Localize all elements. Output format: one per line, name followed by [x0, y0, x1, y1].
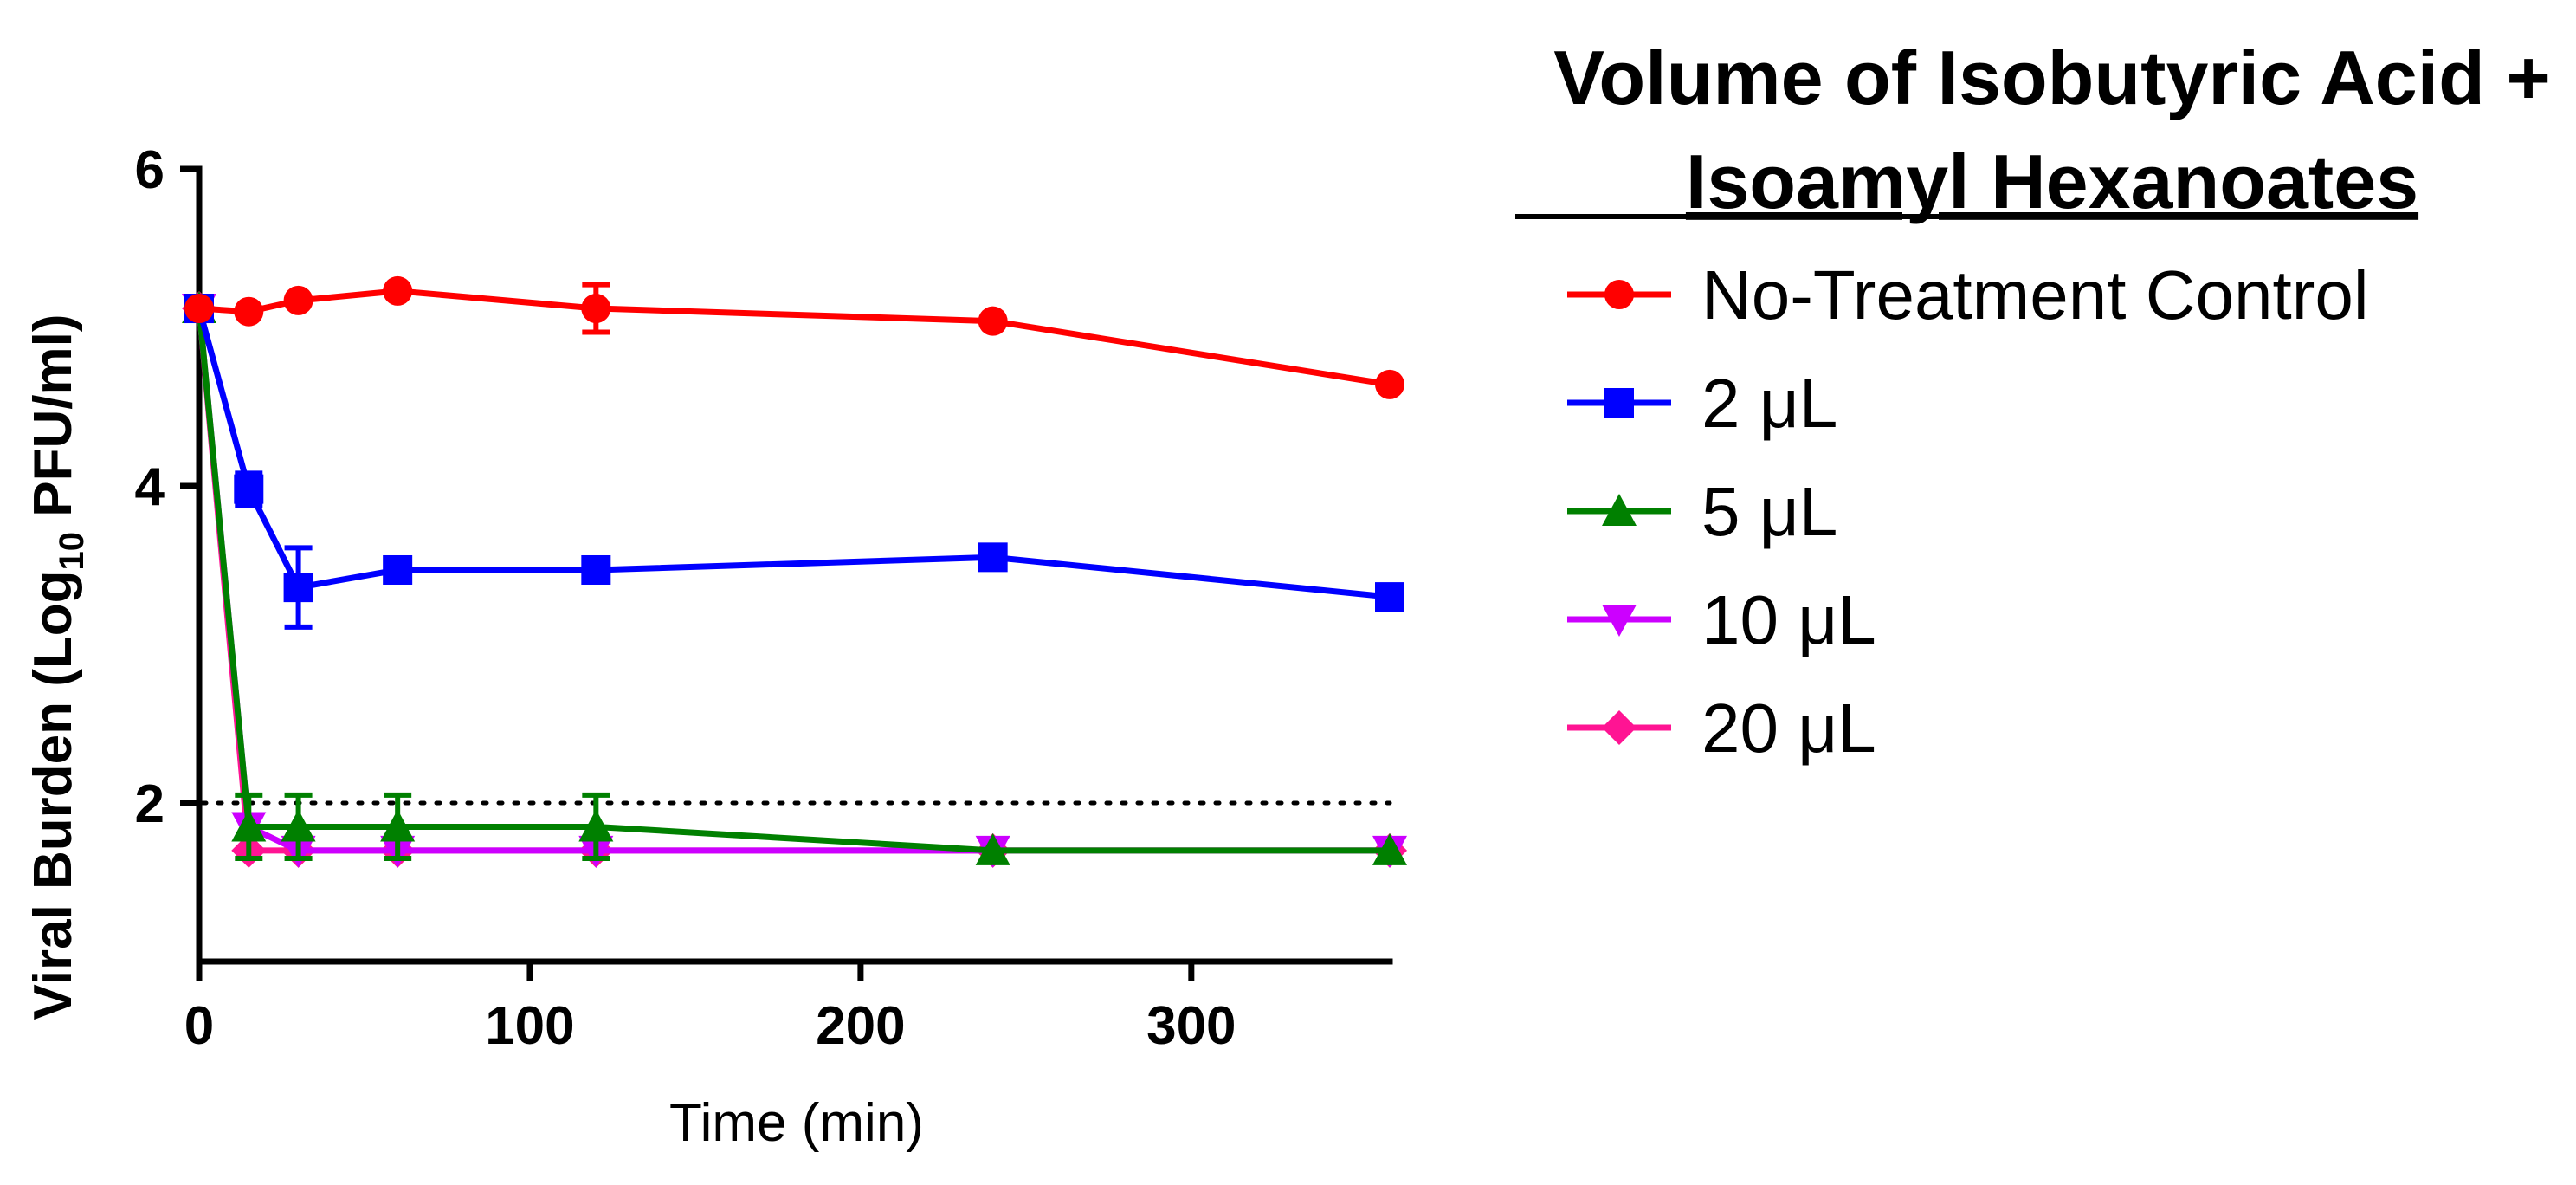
x-axis-title: Time (min)	[669, 1093, 924, 1153]
x-tick-label: 100	[485, 996, 574, 1056]
data-point	[281, 809, 316, 842]
legend-title-line1: Volume of Isobutyric Acid +	[1553, 35, 2551, 120]
legend-swatch-marker	[1602, 710, 1637, 745]
legend: Volume of Isobutyric Acid + Isoamyl Hexa…	[1515, 35, 2551, 767]
legend-swatch-marker	[1602, 494, 1637, 526]
data-point	[1375, 369, 1404, 399]
y-tick-label: 6	[135, 140, 165, 200]
data-point	[231, 809, 267, 842]
y-tick-label: 4	[135, 457, 165, 517]
data-point	[978, 542, 1008, 573]
data-point	[234, 474, 264, 504]
series-layer	[182, 275, 1407, 868]
legend-label: 10 μL	[1701, 581, 1876, 658]
data-point	[383, 554, 413, 585]
series-1	[184, 294, 1404, 630]
x-tick-label: 300	[1146, 996, 1236, 1056]
axes: 0 100 200 300 2 4 6	[135, 140, 1393, 1056]
legend-title-line2: Isoamyl Hexanoates	[1686, 139, 2418, 224]
y-ticks: 2 4 6	[135, 140, 199, 834]
series-line	[196, 308, 1391, 600]
legend-label: 2 μL	[1701, 365, 1837, 442]
legend-swatch-marker	[1604, 388, 1634, 418]
data-point	[978, 306, 1008, 336]
y-tick-label: 2	[135, 774, 165, 834]
y-axis-title-subscript: 10	[53, 532, 91, 571]
data-point	[1372, 832, 1407, 865]
data-point	[578, 809, 614, 842]
data-point	[581, 554, 611, 585]
data-point	[283, 573, 313, 603]
data-point	[383, 275, 413, 306]
y-axis-title-suffix: PFU/ml)	[23, 314, 83, 532]
legend-label: No-Treatment Control	[1701, 256, 2369, 333]
legend-swatch-marker	[1604, 280, 1634, 309]
y-axis-title: Viral Burden (Log10 PFU/ml)	[23, 314, 91, 1020]
data-point	[581, 294, 611, 324]
x-tick-label: 0	[184, 996, 214, 1056]
legend-label: 5 μL	[1701, 473, 1837, 550]
data-point	[1375, 582, 1404, 612]
data-point	[283, 285, 313, 315]
data-point	[234, 296, 264, 327]
series-2	[182, 291, 1407, 865]
series-line	[198, 288, 1391, 388]
y-axis-title-prefix: Viral Burden (Log	[23, 570, 83, 1020]
data-point	[184, 294, 214, 324]
legend-swatch-marker	[1602, 605, 1637, 637]
legend-items: No-Treatment Control 2 μL 5 μL 10 μL 20 μL	[1567, 256, 2369, 767]
x-ticks: 0 100 200 300	[184, 962, 1236, 1056]
legend-label: 20 μL	[1701, 690, 1876, 767]
x-tick-label: 200	[816, 996, 905, 1056]
data-point	[380, 809, 416, 842]
data-point	[975, 832, 1010, 865]
series-0	[184, 275, 1404, 399]
